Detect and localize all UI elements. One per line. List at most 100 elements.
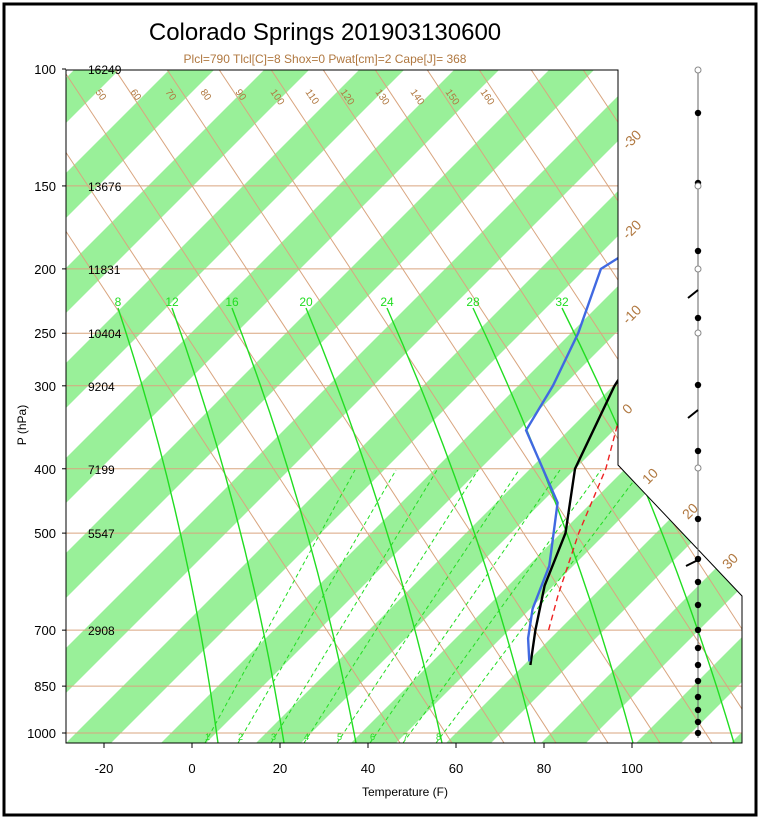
mixing-ratio-label: 16 (225, 295, 239, 309)
dry-adiabat (361, 70, 742, 743)
wind-level-dot (694, 661, 702, 669)
mixing-ratio-line (305, 307, 443, 743)
mixing-ratio-line (117, 307, 219, 743)
x-tick-label: -20 (95, 761, 114, 776)
wind-level-dot (694, 718, 702, 726)
wind-barb (687, 289, 699, 299)
wind-level-dot (694, 515, 702, 523)
height-label: 9204 (88, 380, 115, 394)
pressure-tick-label: 100 (34, 62, 56, 77)
wind-level-dot (694, 381, 702, 389)
x-tick-label: 60 (449, 761, 463, 776)
chart-subtitle: Plcl=790 Tlcl[C]=8 Shox=0 Pwat[cm]=2 Cap… (184, 52, 467, 66)
height-label: 5547 (88, 527, 115, 541)
isotherm-band (66, 70, 436, 743)
mixing-ratio-line (561, 307, 735, 743)
pressure-tick-label: 250 (34, 326, 56, 341)
isotherm-bands (66, 70, 742, 743)
dry-adiabat-label: 160 (478, 87, 497, 107)
isotherm-band (66, 70, 626, 743)
x-tick-label: 80 (537, 761, 551, 776)
pressure-tick-label: 400 (34, 462, 56, 477)
height-label: 13676 (88, 180, 122, 194)
x-tick-label: 0 (188, 761, 195, 776)
isotherm-band (161, 70, 742, 743)
wind-level-dot (694, 706, 702, 714)
wind-level-dot (694, 314, 702, 322)
dry-adiabat (101, 70, 583, 743)
dry-adiabat (66, 70, 427, 743)
x-axis-label: Temperature (F) (362, 785, 448, 799)
moist-adiabat (237, 469, 397, 743)
wind-level-dot (694, 626, 702, 634)
x-tick-label: 40 (361, 761, 375, 776)
isotherm-label: 0 (619, 400, 636, 417)
pressure-tick-label: 1000 (27, 726, 56, 741)
dry-adiabat (257, 70, 739, 743)
height-label: 10404 (88, 327, 122, 341)
mixing-ratio-label: 12 (165, 295, 179, 309)
calm-wind-marker (694, 329, 702, 337)
isotherm-label: 30 (719, 550, 741, 572)
pressure-tick-label: 300 (34, 379, 56, 394)
isotherm-band (446, 70, 742, 743)
y-axis-label: P (hPa) (15, 405, 29, 445)
parcel-trace (547, 385, 629, 631)
calm-wind-marker (694, 66, 702, 74)
moist-adiabat-label: 1 (205, 732, 210, 742)
figure-border (2, 2, 758, 817)
mixing-ratio-label: 32 (555, 295, 569, 309)
mixing-ratio-line (231, 307, 357, 743)
isotherm-label: -10 (619, 301, 645, 327)
isotherm-label: 10 (639, 465, 661, 487)
dry-adiabat-label: 110 (303, 87, 321, 107)
moist-adiabat-label: 8 (436, 732, 441, 742)
isotherm-label: -30 (619, 126, 645, 152)
dry-adiabat (413, 70, 742, 743)
wind-barb (685, 559, 699, 567)
calm-wind-marker (694, 265, 702, 273)
mixing-ratio-line (386, 307, 536, 743)
moist-adiabat-label: 3 (271, 732, 276, 742)
calm-wind-marker (694, 182, 702, 190)
moist-adiabat-label: 2 (238, 732, 243, 742)
plot-frame (65, 69, 743, 744)
pressure-tick-label: 700 (34, 623, 56, 638)
mixing-ratio-label: 20 (299, 295, 313, 309)
wind-barb (687, 409, 699, 419)
dry-adiabat (309, 70, 742, 743)
moist-adiabat-label: 5 (337, 732, 342, 742)
moist-adiabat (435, 469, 643, 743)
mixing-ratio-line (472, 307, 634, 743)
wind-level-dot (694, 447, 702, 455)
wind-level-dot (694, 693, 702, 701)
pressure-tick-label: 150 (34, 179, 56, 194)
wind-level-dot (694, 578, 702, 586)
moist-adiabat-label: 7 (403, 732, 408, 742)
moist-adiabat-label: 4 (304, 732, 309, 742)
wind-profile (685, 66, 702, 738)
isotherm-band (66, 70, 721, 743)
mixing-ratio-label: 8 (115, 295, 122, 309)
pressure-tick-label: 200 (34, 262, 56, 277)
height-label: 2908 (88, 624, 115, 638)
height-label: 11831 (88, 263, 121, 277)
wind-level-dot (694, 729, 702, 737)
height-label: 16249 (88, 63, 122, 77)
x-tick-label: 100 (621, 761, 643, 776)
height-label: 7199 (88, 463, 115, 477)
chart-title: Colorado Springs 201903130600 (149, 19, 501, 46)
dry-adiabat (66, 70, 531, 743)
wind-level-dot (694, 247, 702, 255)
moist-adiabat (303, 469, 479, 743)
wind-level-dot (694, 677, 702, 685)
x-tick-label: 20 (273, 761, 287, 776)
dry-adiabat (153, 70, 635, 743)
moist-adiabat-label: 6 (370, 732, 375, 742)
calm-wind-marker (694, 464, 702, 472)
pressure-tick-label: 500 (34, 526, 56, 541)
wind-level-dot (694, 644, 702, 652)
pressure-tick-label: 850 (34, 679, 56, 694)
